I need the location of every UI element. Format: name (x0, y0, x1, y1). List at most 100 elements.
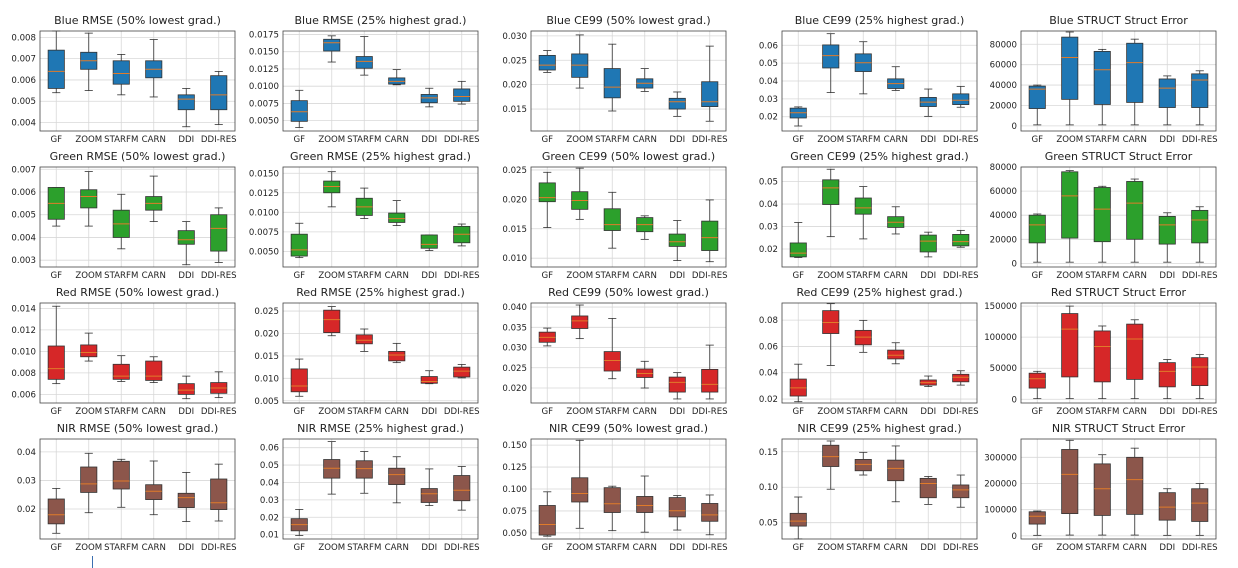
x-tick-label: DDI (1159, 135, 1175, 145)
x-tick-label: CARN (142, 543, 166, 553)
y-tick-label: 0.02 (260, 513, 279, 523)
box-iqr (420, 488, 438, 503)
box-iqr (822, 444, 840, 467)
x-tick-label: CARN (633, 543, 657, 553)
x-tick-label: GF (1031, 135, 1043, 145)
x-tick-label: CARN (142, 407, 166, 417)
panel-title: Blue RMSE (50% lowest grad.) (54, 14, 221, 27)
y-tick-label: 0.02 (759, 395, 778, 405)
box-iqr (571, 477, 589, 503)
y-tick-label: 60000 (990, 61, 1017, 71)
box-iqr (290, 368, 308, 393)
chart-panel: Red CE99 (25% highest grad.) 0.02 0.04 0.06… (759, 286, 979, 417)
x-tick-label: DDI (920, 271, 936, 281)
plot-frame (1020, 302, 1217, 404)
x-tick-label: CARN (884, 135, 908, 145)
box-iqr (668, 376, 686, 393)
y-tick-label: 100000 (984, 333, 1017, 343)
y-tick-label: 0.025 (502, 166, 527, 176)
y-tick-label: 0.05 (759, 59, 778, 69)
box-iqr (822, 179, 840, 205)
x-tick-label: DDI-RES (201, 271, 237, 281)
box-iqr (789, 242, 807, 258)
panel-title: Red STRUCT Struct Error (1051, 286, 1187, 299)
y-tick-label: 0.03 (260, 496, 279, 506)
y-tick-label: 0.020 (254, 329, 279, 339)
x-tick-label: DDI (1159, 543, 1175, 553)
x-tick-label: GF (50, 543, 62, 553)
plot-frame (39, 438, 236, 540)
y-tick-label: 0.015 (502, 225, 527, 235)
x-tick-label: ZOOM (817, 135, 844, 145)
box-iqr (1061, 313, 1079, 378)
y-tick-label: 0.08 (759, 316, 778, 326)
y-tick-label: 0.020 (502, 384, 527, 394)
box-iqr (1191, 357, 1209, 387)
y-tick-label: 0.020 (502, 195, 527, 205)
y-tick-label: 0.0050 (249, 117, 279, 127)
box-iqr (355, 334, 373, 345)
x-tick-label: GF (293, 271, 305, 281)
x-tick-label: DDI (920, 543, 936, 553)
box-iqr (1061, 36, 1079, 100)
box-iqr (210, 214, 228, 252)
x-tick-label: GF (293, 407, 305, 417)
chart-panel: Green CE99 (50% lowest grad.) 0.010 0.015 0… (502, 150, 728, 281)
x-tick-label: ZOOM (566, 135, 593, 145)
box-iqr (177, 230, 195, 245)
box-iqr (1093, 330, 1111, 383)
x-tick-label: ZOOM (1056, 543, 1083, 553)
box-iqr (112, 460, 130, 490)
y-tick-label: 0.02 (759, 245, 778, 255)
box-iqr (887, 349, 905, 360)
box-iqr (603, 487, 621, 513)
y-tick-label: 0 (1012, 395, 1017, 405)
x-tick-label: STARFM (846, 271, 880, 281)
box-iqr (388, 467, 406, 485)
x-tick-label: ZOOM (318, 271, 345, 281)
y-tick-label: 80000 (990, 163, 1017, 173)
chart-panel: Red CE99 (50% lowest grad.) 0.020 0.025 0.0… (502, 286, 727, 417)
x-tick-label: DDI-RES (692, 271, 728, 281)
y-tick-label: 0.02 (759, 113, 778, 123)
x-tick-label: ZOOM (75, 543, 102, 553)
panel-title: Blue RMSE (25% highest grad.) (295, 14, 467, 27)
y-tick-label: 0.0100 (249, 82, 279, 92)
box-iqr (177, 492, 195, 508)
x-tick-label: ZOOM (1056, 135, 1083, 145)
x-tick-label: ZOOM (75, 407, 102, 417)
box-iqr (388, 351, 406, 362)
box-iqr (1126, 456, 1144, 515)
x-tick-label: STARFM (104, 271, 138, 281)
y-tick-label: 0.035 (502, 323, 527, 333)
box-iqr (854, 459, 872, 472)
box-iqr (145, 484, 163, 500)
box-iqr (80, 189, 98, 209)
plot-frame (781, 302, 978, 404)
x-tick-label: GF (293, 135, 305, 145)
x-tick-label: ZOOM (75, 135, 102, 145)
y-tick-label: 0.125 (502, 463, 527, 473)
box-iqr (919, 234, 937, 253)
box-iqr (420, 94, 438, 104)
panel-title: Red RMSE (50% lowest grad.) (56, 286, 219, 299)
x-tick-label: CARN (1123, 407, 1147, 417)
y-tick-label: 0.005 (11, 97, 36, 107)
x-tick-label: DDI-RES (201, 135, 237, 145)
panel-title: NIR STRUCT Struct Error (1052, 422, 1186, 435)
y-tick-label: 0.04 (759, 369, 778, 379)
y-tick-label: 0.010 (11, 347, 36, 357)
y-tick-label: 0.040 (502, 303, 527, 313)
box-iqr (177, 94, 195, 111)
x-tick-label: DDI-RES (444, 407, 480, 417)
y-tick-label: 0.150 (502, 441, 527, 451)
y-tick-label: 0.0075 (249, 228, 279, 238)
box-iqr (668, 497, 686, 518)
x-tick-label: STARFM (1085, 407, 1119, 417)
x-tick-label: DDI-RES (692, 543, 728, 553)
panel-title: Red CE99 (50% lowest grad.) (548, 286, 709, 299)
y-tick-label: 0.04 (260, 478, 279, 488)
plot-frame (39, 302, 236, 404)
plot-frame (781, 166, 978, 268)
y-tick-label: 100000 (984, 506, 1017, 516)
